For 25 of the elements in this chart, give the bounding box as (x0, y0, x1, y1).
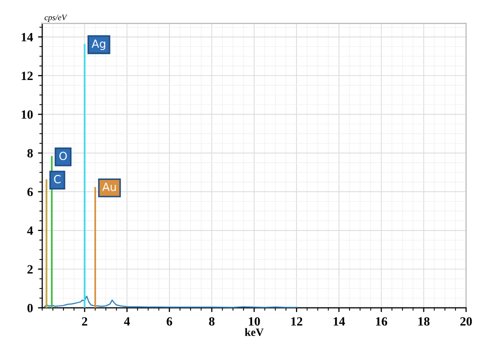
y-axis-title: cps/eV (44, 14, 68, 22)
x-tick-label: 8 (209, 317, 214, 326)
y-tick-label: 0 (27, 304, 33, 312)
x-tick-label: 10 (248, 317, 260, 326)
series-label: Au (102, 182, 116, 192)
x-tick-label: 20 (460, 317, 472, 326)
y-tick-label: 12 (22, 72, 33, 80)
y-tick-label: 2 (27, 265, 33, 274)
x-axis-title: keV (244, 328, 264, 336)
series-label: C (54, 174, 61, 184)
y-tick-label: 8 (27, 149, 33, 158)
x-tick-label: 2 (82, 317, 88, 326)
x-tick-label: 4 (124, 317, 130, 326)
series-label: Ag (92, 40, 106, 50)
x-tick-label: 6 (166, 317, 172, 326)
x-tick-label: 12 (291, 317, 302, 326)
y-tick-label: 14 (22, 33, 33, 42)
x-tick-label: 14 (334, 317, 345, 326)
series-label: O (59, 152, 67, 160)
y-tick-label: 6 (27, 188, 33, 196)
x-tick-label: 16 (376, 317, 388, 326)
line-series (44, 296, 298, 308)
y-tick-label: 4 (27, 226, 33, 235)
y-tick-label: 10 (22, 110, 33, 119)
x-tick-label: 18 (418, 317, 430, 326)
